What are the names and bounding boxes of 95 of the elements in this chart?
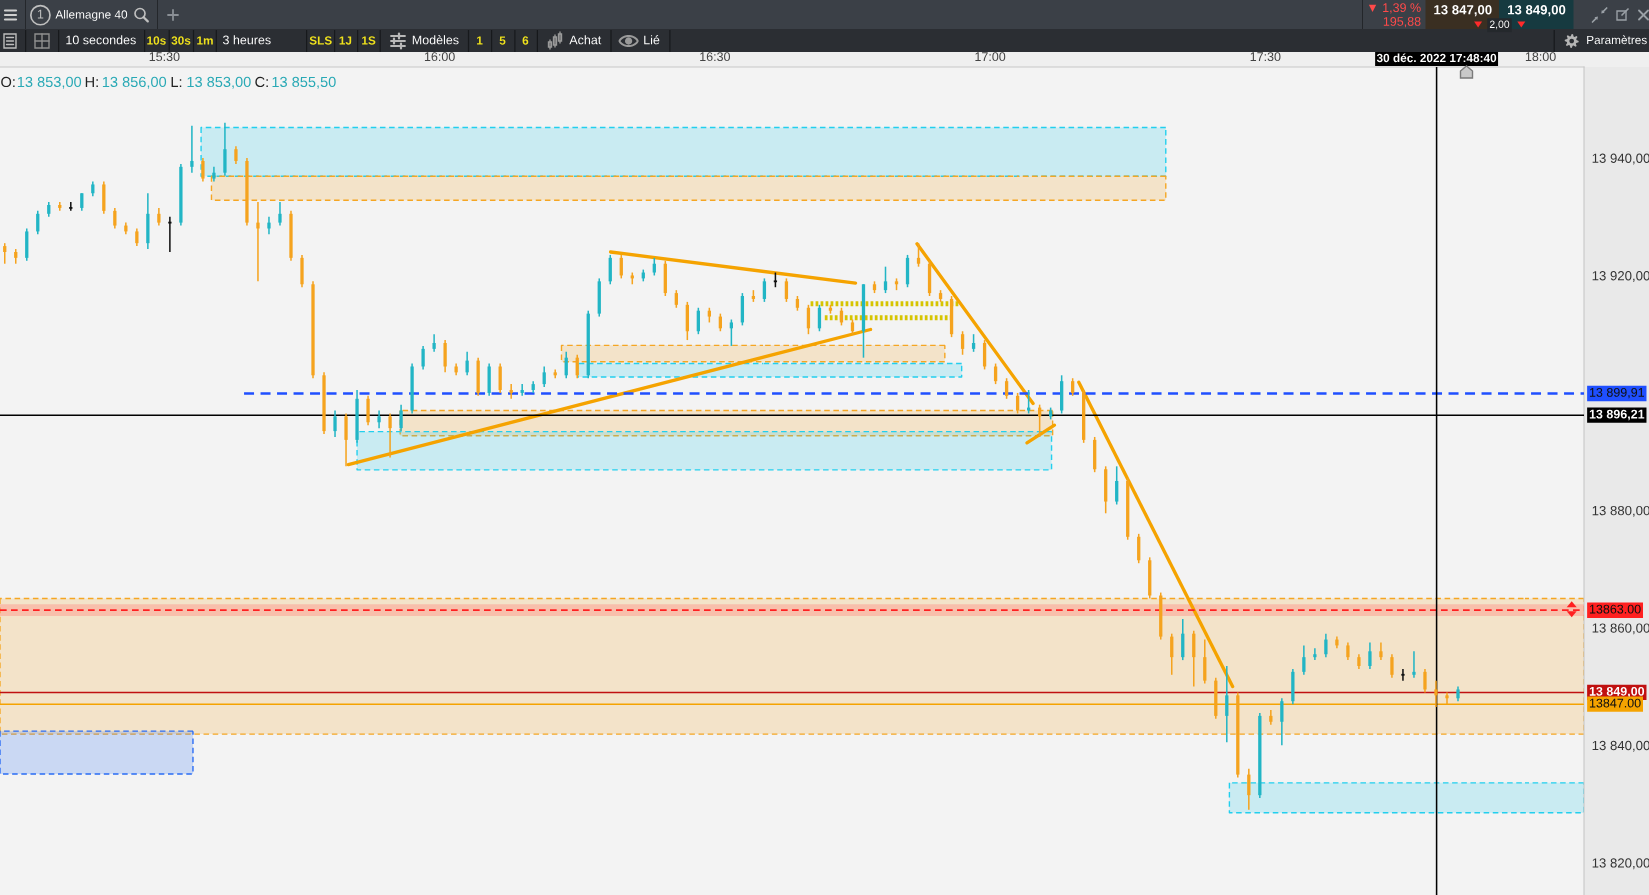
ref-line-label: 13 849,00 [1589, 686, 1645, 698]
annotation: O: [1, 76, 15, 88]
text: 10 secondes [66, 35, 136, 45]
candlestick [762, 277, 767, 303]
annotation: 13 855,50 [272, 76, 336, 89]
candlestick [223, 122, 227, 177]
candlestick [1434, 679, 1438, 708]
text: 1J [339, 36, 352, 45]
candlestick [916, 242, 921, 268]
candlestick [443, 339, 447, 374]
candlestick [1368, 641, 1372, 670]
candlestick [190, 124, 194, 174]
candlestick [1423, 668, 1427, 694]
annotation: H: [85, 76, 98, 87]
candlestick [1004, 377, 1009, 400]
annotation: 13 853,00 [17, 76, 82, 89]
y-tick-label: 13 920,00 [1592, 271, 1649, 282]
candlestick [883, 265, 888, 294]
y-tick-label: 13 840,00 [1592, 740, 1649, 752]
x-tick-label: 15:30 [149, 52, 180, 62]
text: 1 [477, 36, 483, 45]
x-tick-label: 16:30 [700, 52, 731, 62]
candlestick [1400, 668, 1406, 682]
ref-line-label: 13 896,21 [1589, 409, 1645, 421]
text: Paramètres [1587, 35, 1647, 45]
candlestick [498, 362, 502, 394]
candlestick [1015, 392, 1020, 415]
candlestick [509, 383, 513, 400]
x-tick-label: 18:00 [1525, 52, 1556, 62]
candlestick [344, 412, 348, 468]
y-tick-label: 13 880,00 [1592, 505, 1649, 517]
ref-line-label: 30 déc. 2022 17:48:40 [1376, 53, 1497, 63]
candlestick [399, 403, 403, 432]
candlestick [113, 207, 117, 230]
text: Modèles [412, 35, 459, 45]
candlestick [68, 201, 74, 212]
chart-title: Allemagne 40 [55, 10, 128, 21]
candlestick [366, 395, 370, 426]
text: 1m [197, 36, 213, 45]
candlestick [1203, 638, 1207, 685]
text: ▼ 1,39 % [1368, 3, 1421, 14]
candlestick [465, 351, 469, 377]
candlestick [278, 201, 282, 227]
candlestick [1390, 653, 1394, 679]
y-tick-label: 13 860,00 [1592, 623, 1649, 635]
candlestick [167, 215, 173, 253]
candlestick [729, 318, 734, 347]
candlestick [542, 365, 546, 388]
ref-line-label: 13863.00 [1589, 604, 1641, 614]
candlestick [1313, 647, 1317, 661]
text: 2,00 [1489, 20, 1510, 30]
candlestick [58, 201, 62, 212]
candlestick [1225, 665, 1229, 744]
text: 13 847,00 [1434, 5, 1492, 17]
text: 1S [362, 36, 376, 45]
candlestick [1445, 691, 1449, 705]
text: 195,88 [1383, 17, 1421, 28]
text: Lié [644, 35, 660, 45]
x-tick-label: 17:30 [1250, 52, 1281, 62]
candlestick [256, 201, 260, 283]
candlestick [1302, 644, 1306, 676]
annotation: C: [255, 76, 268, 88]
candlestick [520, 383, 524, 397]
x-tick-label: 16:00 [424, 52, 455, 62]
annotation: 13 853,00 [187, 76, 251, 89]
text: 10s [147, 36, 166, 45]
data-label: 13 899,91 [1589, 387, 1644, 399]
annotation: 13 856,00 [102, 76, 167, 89]
candlestick [388, 412, 392, 459]
text: 3 heures [222, 35, 271, 45]
candlestick [784, 277, 789, 303]
x-tick-label: 17:00 [975, 52, 1006, 62]
candlestick [1115, 465, 1119, 506]
candlestick [993, 362, 998, 385]
candlestick [3, 242, 7, 265]
text: SLS [309, 36, 332, 45]
text: 5 [499, 36, 506, 45]
y-tick-label: 13 820,00 [1592, 858, 1649, 870]
candlestick [421, 345, 425, 371]
candlestick [553, 368, 557, 379]
candlestick [1412, 650, 1416, 679]
candlestick [201, 157, 205, 183]
text: 30s [171, 36, 191, 45]
candlestick [960, 330, 965, 356]
annotation: L: [171, 76, 182, 87]
text: 6 [522, 36, 529, 45]
text: Achat [569, 35, 602, 45]
candlestick [1280, 697, 1284, 747]
y-tick-label: 13 940,00 [1592, 153, 1649, 165]
candlestick [1324, 632, 1328, 658]
text: 13 849,00 [1507, 5, 1566, 17]
candlestick [333, 409, 337, 438]
ref-line-label: 13847.00 [1589, 698, 1641, 708]
text: 1 [37, 9, 44, 19]
candlestick [1026, 389, 1031, 415]
